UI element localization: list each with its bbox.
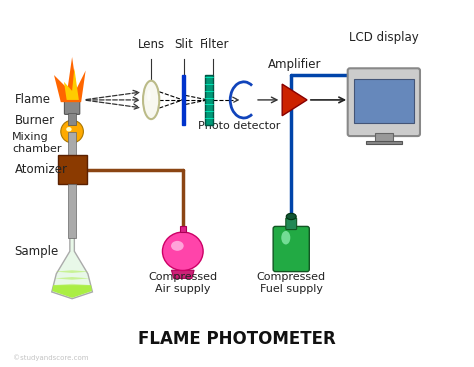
FancyBboxPatch shape [68, 184, 76, 238]
FancyBboxPatch shape [205, 75, 213, 125]
Polygon shape [282, 84, 307, 116]
Polygon shape [52, 285, 92, 298]
FancyBboxPatch shape [68, 113, 76, 125]
Text: Amplifier: Amplifier [268, 58, 321, 71]
Ellipse shape [147, 90, 151, 101]
Text: FLAME PHOTOMETER: FLAME PHOTOMETER [138, 330, 336, 348]
Polygon shape [64, 68, 79, 100]
Text: Lens: Lens [137, 38, 165, 51]
FancyBboxPatch shape [64, 101, 80, 115]
Ellipse shape [163, 232, 203, 270]
Text: Filter: Filter [200, 38, 229, 51]
Text: Mixing
chamber: Mixing chamber [12, 132, 62, 154]
Ellipse shape [286, 213, 296, 219]
Polygon shape [52, 238, 92, 299]
Text: Compressed
Fuel supply: Compressed Fuel supply [256, 272, 326, 294]
Text: Photo detector: Photo detector [198, 121, 281, 131]
Text: LCD display: LCD display [349, 31, 419, 44]
FancyBboxPatch shape [286, 218, 297, 230]
Text: ©studyandscore.com: ©studyandscore.com [13, 354, 89, 361]
Ellipse shape [61, 120, 83, 143]
FancyBboxPatch shape [366, 141, 402, 144]
FancyBboxPatch shape [68, 131, 76, 156]
Ellipse shape [171, 241, 184, 251]
Text: Sample: Sample [15, 245, 59, 258]
Polygon shape [172, 270, 194, 279]
Polygon shape [54, 277, 90, 280]
FancyBboxPatch shape [354, 79, 414, 123]
Text: Compressed
Air supply: Compressed Air supply [148, 272, 218, 294]
Text: Slit: Slit [174, 38, 193, 51]
Polygon shape [55, 270, 89, 273]
Polygon shape [53, 284, 91, 287]
Polygon shape [54, 57, 86, 102]
FancyBboxPatch shape [375, 133, 393, 142]
Ellipse shape [66, 127, 72, 131]
FancyBboxPatch shape [348, 68, 420, 136]
Text: Burner: Burner [15, 114, 55, 127]
Text: Flame: Flame [15, 94, 51, 106]
Ellipse shape [143, 81, 159, 119]
FancyBboxPatch shape [273, 226, 310, 272]
FancyBboxPatch shape [180, 225, 186, 232]
Ellipse shape [281, 231, 290, 244]
FancyBboxPatch shape [58, 156, 87, 184]
Text: Atomizer: Atomizer [15, 163, 68, 177]
FancyBboxPatch shape [182, 75, 185, 125]
